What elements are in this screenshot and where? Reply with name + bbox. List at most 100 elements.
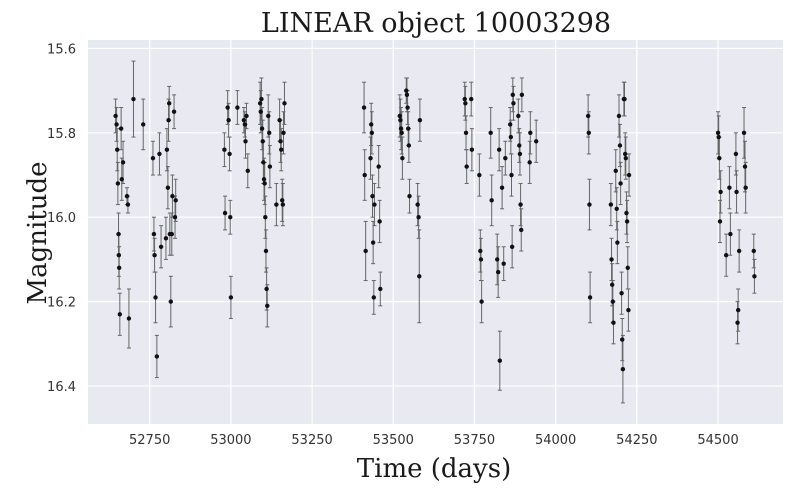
data-point [510, 92, 515, 98]
data-point [735, 307, 741, 313]
data-point [274, 202, 279, 207]
data-point [516, 113, 521, 119]
data-point [406, 143, 412, 148]
data-point [153, 295, 158, 300]
data-point [478, 248, 483, 254]
data-point [496, 147, 502, 152]
data-point [608, 202, 614, 207]
data-point [165, 185, 171, 190]
data-point [626, 172, 632, 178]
data-point [517, 151, 523, 157]
x-tick-label: 54000 [535, 433, 576, 448]
data-point [260, 139, 265, 144]
data-point [115, 147, 120, 152]
data-point [528, 130, 533, 136]
data-point [377, 219, 382, 224]
data-point [150, 155, 156, 161]
data-point [173, 198, 178, 203]
data-point [279, 147, 284, 152]
data-point [280, 202, 286, 207]
data-point [495, 257, 500, 262]
data-point [417, 117, 423, 123]
plot-area [88, 40, 783, 424]
data-point [585, 113, 591, 119]
data-point [157, 151, 162, 157]
data-point [624, 210, 629, 216]
data-point [115, 181, 121, 186]
data-point [509, 172, 514, 178]
data-point [742, 164, 748, 169]
data-point [611, 320, 616, 325]
y-tick-label: 16.0 [47, 211, 76, 226]
data-point [226, 117, 231, 123]
x-tick-label: 53250 [291, 433, 332, 448]
data-point [615, 240, 620, 245]
data-point [587, 295, 593, 300]
data-point [116, 265, 122, 271]
data-point [378, 286, 383, 292]
data-point [736, 248, 742, 254]
data-point [227, 151, 232, 157]
data-point [519, 227, 524, 233]
data-point [462, 96, 467, 102]
data-point [225, 105, 230, 110]
data-point [168, 299, 174, 304]
data-point [405, 105, 410, 110]
data-point [131, 96, 136, 102]
data-point [752, 274, 757, 279]
data-point [166, 101, 172, 106]
data-point [619, 290, 624, 296]
data-point [511, 101, 516, 106]
data-point [400, 155, 405, 161]
data-point [618, 181, 623, 186]
data-point [417, 274, 422, 279]
data-point [267, 164, 273, 169]
data-point [517, 143, 522, 148]
x-axis-label: Time (days) [357, 454, 511, 484]
data-point [527, 160, 532, 165]
data-point [398, 126, 404, 131]
data-point [281, 130, 286, 136]
data-point [235, 105, 240, 110]
data-point [370, 240, 376, 245]
data-point [368, 122, 374, 127]
data-point [407, 193, 412, 199]
data-point [114, 122, 119, 127]
data-point [361, 105, 367, 110]
data-point [265, 303, 270, 309]
data-point [620, 337, 625, 342]
data-point [257, 101, 263, 106]
data-point [609, 282, 615, 287]
chart-title: LINEAR object 10003298 [261, 8, 611, 39]
data-point [263, 215, 268, 220]
data-point [717, 155, 722, 161]
data-point [622, 151, 628, 157]
data-point [503, 155, 508, 161]
data-point [124, 193, 130, 199]
data-point [163, 236, 169, 241]
data-point [245, 168, 250, 174]
data-point [464, 164, 469, 169]
data-point [264, 286, 269, 292]
data-point [508, 134, 514, 140]
data-point [718, 189, 723, 195]
data-point [463, 101, 468, 106]
x-tick-label: 54250 [616, 433, 657, 448]
data-point [243, 139, 248, 144]
data-point [372, 202, 377, 207]
data-point [118, 126, 124, 131]
data-point [518, 202, 523, 207]
data-point [733, 151, 739, 157]
data-point [363, 248, 368, 254]
data-point [164, 147, 170, 152]
data-point [499, 185, 505, 190]
data-point [469, 96, 474, 102]
data-point [259, 96, 264, 102]
grid-lines [88, 40, 783, 424]
data-point [497, 358, 503, 363]
data-point [624, 219, 630, 224]
data-point [728, 231, 733, 237]
x-tick-label: 53000 [210, 433, 251, 448]
data-point [735, 320, 740, 325]
